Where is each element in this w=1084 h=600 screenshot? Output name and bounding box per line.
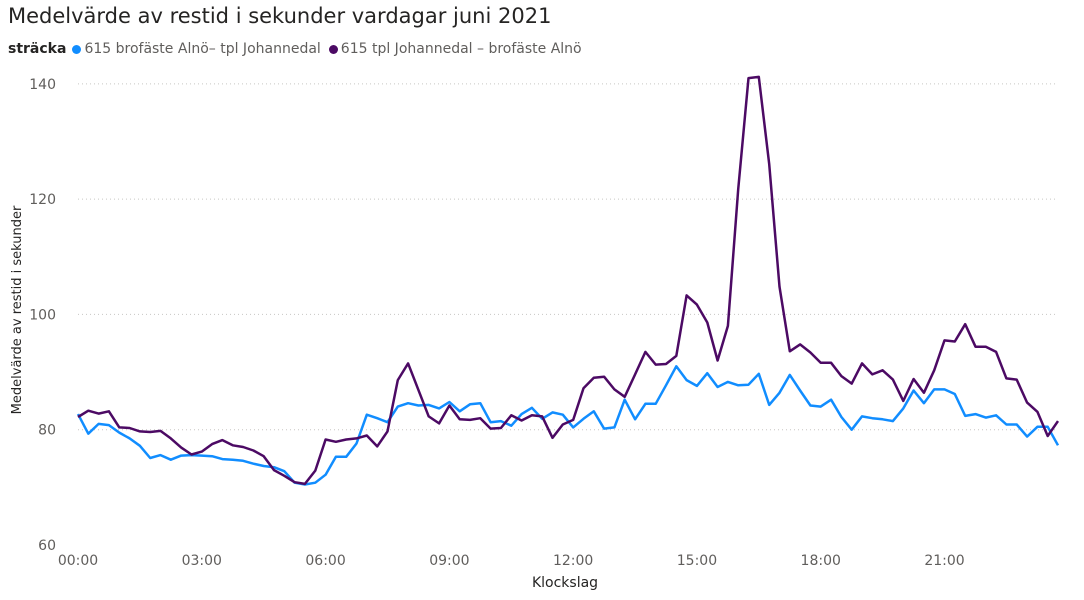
x-tick-label: 21:00 xyxy=(924,553,964,569)
legend-entry-series-2[interactable]: 615 tpl Johannedal – brofäste Alnö xyxy=(328,41,582,57)
x-tick-label: 03:00 xyxy=(182,553,222,569)
x-axis-ticks: 00:00 03:00 06:00 09:00 12:00 15:00 18:00 21:00 xyxy=(58,553,965,569)
legend: sträcka 615 brofäste Alnö– tpl Johanneda… xyxy=(8,41,590,57)
legend-entry-series-1[interactable]: 615 brofäste Alnö– tpl Johannedal xyxy=(72,41,321,57)
chart-title: Medelvärde av restid i sekunder vardagar… xyxy=(8,4,552,28)
legend-title: sträcka xyxy=(8,41,67,57)
y-tick-label: 60 xyxy=(38,538,56,554)
y-tick-label: 100 xyxy=(29,307,56,323)
grid-lines xyxy=(78,83,1058,431)
y-tick-label: 140 xyxy=(29,77,56,93)
y-axis-label: Medelvärde av restid i sekunder xyxy=(10,205,25,414)
y-axis-ticks: 60 80 100 120 140 xyxy=(29,77,56,554)
legend-marker-series-1 xyxy=(72,44,82,54)
x-tick-label: 09:00 xyxy=(429,553,469,569)
x-tick-label: 18:00 xyxy=(801,553,841,569)
y-tick-label: 80 xyxy=(38,423,56,439)
y-tick-label: 120 xyxy=(29,192,56,208)
x-tick-label: 00:00 xyxy=(58,553,98,569)
x-axis-label: Klockslag xyxy=(532,575,598,591)
x-tick-label: 06:00 xyxy=(305,553,345,569)
legend-marker-series-2 xyxy=(328,44,338,54)
legend-label-series-2: 615 tpl Johannedal – brofäste Alnö xyxy=(340,41,582,57)
legend-label-series-1: 615 brofäste Alnö– tpl Johannedal xyxy=(84,41,321,57)
x-tick-label: 12:00 xyxy=(553,553,593,569)
x-tick-label: 15:00 xyxy=(677,553,717,569)
series-line-2[interactable] xyxy=(77,75,1060,486)
series-lines xyxy=(76,75,1060,486)
